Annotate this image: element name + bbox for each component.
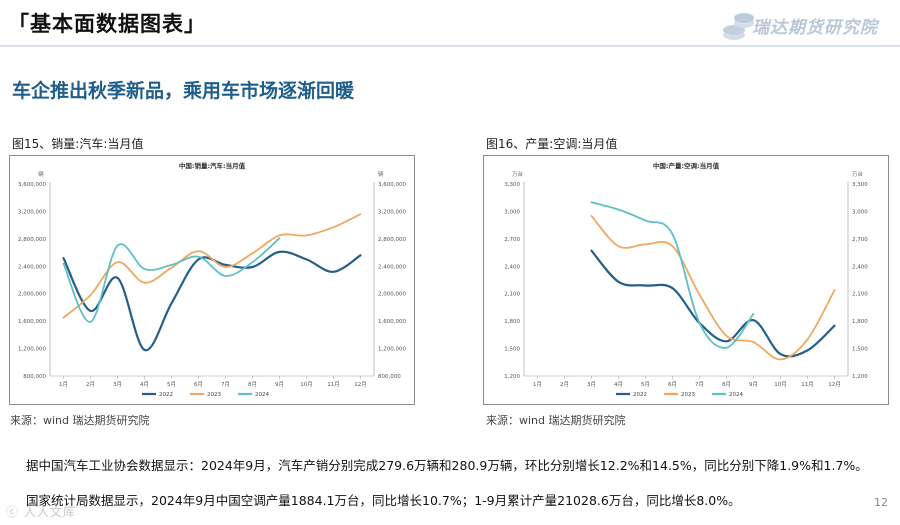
- chart1-title: 中国:销量:汽车:当月值: [179, 161, 246, 170]
- chart1-ytick-left: 2,800,000: [18, 237, 46, 243]
- chart2-ytick-right: 1,500: [852, 347, 868, 353]
- chart1-ytick-left: 3,600,000: [18, 182, 46, 188]
- chart2-legend-label-2024: 2024: [729, 392, 743, 398]
- chart1-ytick-left: 2,400,000: [18, 264, 46, 270]
- chart2-xtick-label: 1月: [533, 381, 542, 388]
- chart1-xtick-label: 1月: [59, 381, 68, 388]
- chart2-xtick-label: 9月: [749, 381, 758, 388]
- chart2-xtick-label: 10月: [774, 381, 787, 388]
- chart2-source: 来源：wind 瑞达期货研究院: [486, 414, 626, 427]
- chart1-legend-label-2024: 2024: [255, 392, 269, 398]
- chart2-xtick-label: 11月: [801, 381, 814, 388]
- chart2-ytick-left: 1,500: [504, 347, 520, 353]
- page-number: 12: [874, 496, 888, 509]
- chart1-ytick-right: 3,600,000: [378, 182, 406, 188]
- headline: 车企推出秋季新品，乘用车市场逐渐回暖: [12, 80, 355, 102]
- chart2-ytick-left: 2,100: [504, 292, 520, 298]
- chart2-series-2022: [590, 249, 836, 358]
- summary-line-2: 国家统计局数据显示，2024年9月中国空调产量1884.1万台，同比增长10.7…: [26, 493, 741, 508]
- chart2-xtick-label: 2月: [560, 381, 569, 388]
- chart2-caption: 图16、产量:空调:当月值: [486, 137, 618, 151]
- chart2-xtick-label: 6月: [668, 381, 677, 388]
- logo-text: 瑞达期货研究院: [752, 18, 878, 38]
- chart1-xtick-label: 9月: [275, 381, 284, 388]
- chart1-source: 来源：wind 瑞达期货研究院: [10, 414, 150, 427]
- chart1-ytick-right: 2,000,000: [378, 292, 406, 298]
- chart1-series-2022: [62, 250, 362, 352]
- chart2-unit-left: 万台: [512, 170, 524, 178]
- chart2-series-2023: [590, 215, 836, 361]
- chart2-ytick-left: 1,800: [504, 319, 520, 325]
- chart2-ytick-right: 3,300: [852, 182, 868, 188]
- chart2-ytick-right: 1,800: [852, 319, 868, 325]
- chart1-ytick-left: 2,000,000: [18, 292, 46, 298]
- chart1-xtick-label: 7月: [221, 381, 230, 388]
- chart1-series-2024: [62, 237, 281, 323]
- watermark: ⓒ 人人文库: [6, 505, 76, 519]
- chart1-xtick-label: 5月: [167, 381, 176, 388]
- chart2-ytick-left: 1,200: [504, 374, 520, 380]
- chart2-ytick-right: 2,400: [852, 264, 868, 270]
- chart1-ytick-right: 2,800,000: [378, 237, 406, 243]
- chart1-ytick-left: 1,200,000: [18, 347, 46, 353]
- chart2-box: 中国:产量:空调:当月值万台 万台 1,200 1,200 1,500 1,500 1,80…: [483, 155, 889, 405]
- chart1-unit-left: 辆: [38, 170, 44, 178]
- chart1-ytick-right: 3,200,000: [378, 209, 406, 215]
- chart1-ytick-right: 800,000: [378, 374, 401, 380]
- chart1-xtick-label: 11月: [327, 381, 340, 388]
- chart1-xtick-label: 6月: [194, 381, 203, 388]
- slide-title: 「基本面数据图表」: [8, 12, 206, 36]
- chart2-xtick-label: 3月: [587, 381, 596, 388]
- chart1-xtick-label: 3月: [113, 381, 122, 388]
- chart2-ytick-left: 3,000: [504, 209, 520, 215]
- chart2-ytick-right: 2,100: [852, 292, 868, 298]
- chart1-legend-label-2023: 2023: [207, 392, 221, 398]
- chart2-xtick-label: 12月: [828, 381, 841, 388]
- header-divider: [0, 45, 900, 47]
- chart1-ytick-right: 1,200,000: [378, 347, 406, 353]
- chart2-ytick-left: 2,700: [504, 237, 520, 243]
- chart2-xtick-label: 8月: [722, 381, 731, 388]
- chart1-ytick-left: 800,000: [23, 374, 46, 380]
- chart1-legend-label-2022: 2022: [159, 392, 173, 398]
- chart2-xtick-label: 7月: [695, 381, 704, 388]
- chart1-xtick-label: 2月: [86, 381, 95, 388]
- chart1-xtick-label: 12月: [354, 381, 367, 388]
- chart2-ytick-right: 1,200: [852, 374, 868, 380]
- chart2-xtick-label: 5月: [641, 381, 650, 388]
- chart2-ytick-left: 3,300: [504, 182, 520, 188]
- chart2-legend-label-2022: 2022: [633, 392, 647, 398]
- chart1-ytick-right: 1,600,000: [378, 319, 406, 325]
- chart1-caption: 图15、销量:汽车:当月值: [12, 137, 144, 151]
- chart2-title: 中国:产量:空调:当月值: [653, 161, 720, 170]
- chart2-ytick-right: 2,700: [852, 237, 868, 243]
- chart1-xtick-label: 10月: [300, 381, 313, 388]
- chart2-ytick-left: 2,400: [504, 264, 520, 270]
- chart1-xtick-label: 8月: [248, 381, 257, 388]
- chart1-box: 中国:销量:汽车:当月值辆 辆 800,000 800,000 1,200,000 1,2…: [9, 155, 415, 405]
- chart2-ytick-right: 3,000: [852, 209, 868, 215]
- chart1-ytick-left: 3,200,000: [18, 209, 46, 215]
- summary-line-1: 据中国汽车工业协会数据显示：2024年9月，汽车产销分别完成279.6万辆和28…: [26, 458, 868, 473]
- logo-coins-icon: [723, 13, 754, 40]
- chart2-series-2024: [590, 201, 755, 349]
- chart2-legend-label-2023: 2023: [681, 392, 695, 398]
- chart1-ytick-right: 2,400,000: [378, 264, 406, 270]
- chart1-xtick-label: 4月: [140, 381, 149, 388]
- chart2-xtick-label: 4月: [614, 381, 623, 388]
- chart2-unit-right: 万台: [852, 170, 864, 178]
- chart1-series-2023: [62, 213, 362, 319]
- chart1-unit-right: 辆: [378, 170, 384, 178]
- chart1-ytick-left: 1,600,000: [18, 319, 46, 325]
